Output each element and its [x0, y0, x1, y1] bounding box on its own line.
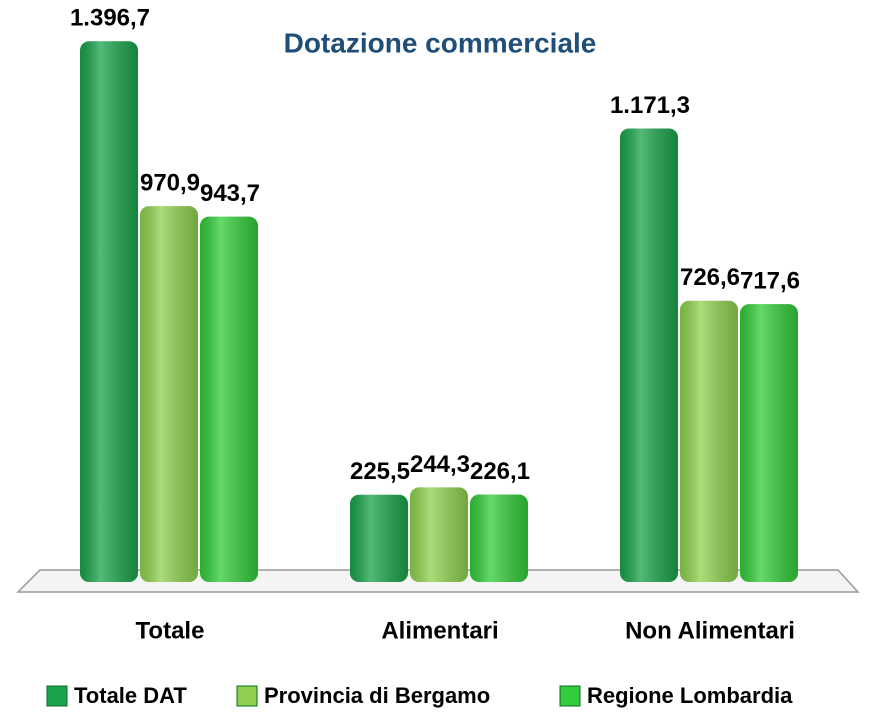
legend-label: Provincia di Bergamo: [264, 683, 490, 708]
legend-swatch: [559, 685, 581, 707]
value-label: 244,3: [410, 451, 470, 478]
value-label: 717,6: [740, 268, 800, 295]
x-tick-label: Alimentari: [381, 617, 498, 644]
legend-label: Regione Lombardia: [587, 683, 793, 708]
bar-shade: [350, 494, 408, 582]
legend-swatch: [236, 685, 258, 707]
bar-shade: [620, 128, 678, 583]
bar-shade: [80, 41, 138, 582]
value-label: 943,7: [200, 180, 260, 207]
bar-shade: [410, 487, 468, 582]
bar-shade: [140, 206, 198, 583]
value-label: 1.396,7: [70, 5, 150, 32]
value-label: 225,5: [350, 458, 410, 485]
bar-shade: [680, 300, 738, 582]
chart-title: Dotazione commerciale: [284, 27, 597, 58]
bar-shade: [740, 304, 798, 582]
x-tick-label: Totale: [136, 617, 205, 644]
x-tick-label: Non Alimentari: [625, 617, 795, 644]
legend-swatch: [46, 685, 68, 707]
value-label: 726,6: [680, 264, 740, 291]
value-label: 1.171,3: [610, 92, 690, 119]
legend-label: Totale DAT: [74, 683, 187, 708]
value-label: 226,1: [470, 458, 530, 485]
bar-shade: [200, 216, 258, 582]
value-label: 970,9: [140, 169, 200, 196]
bar-shade: [470, 494, 528, 582]
